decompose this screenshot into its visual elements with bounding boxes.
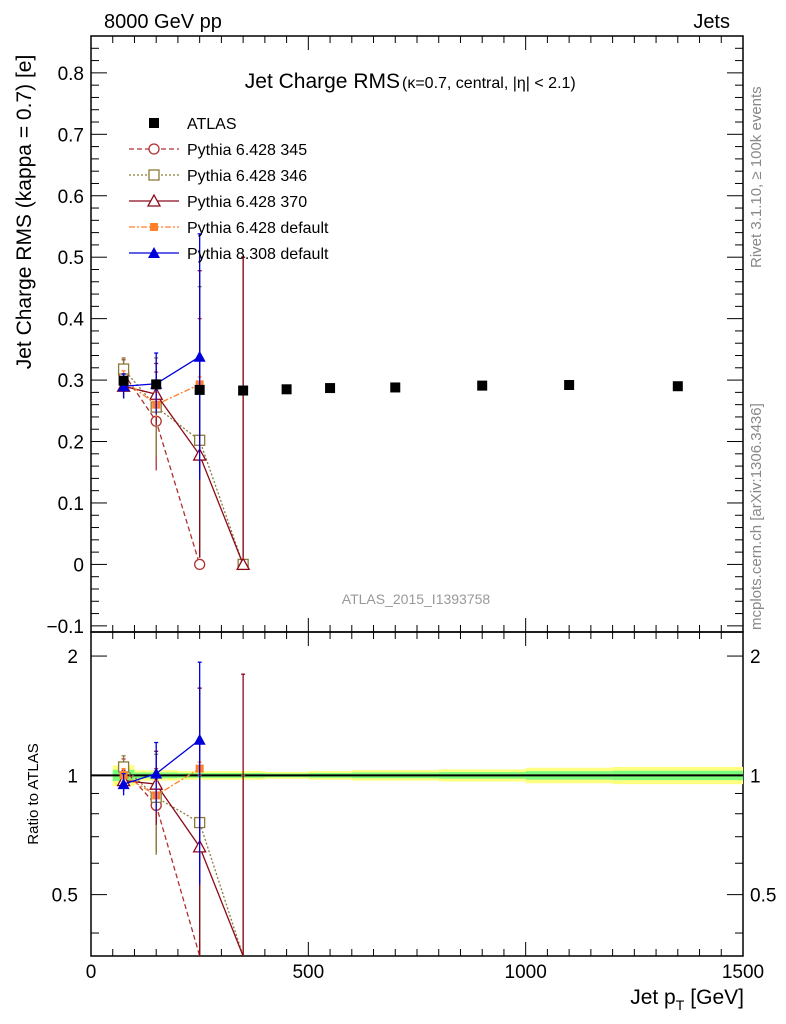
main-y-tick-label: 0.5 — [58, 248, 84, 269]
ratio-frame — [90, 631, 744, 957]
ratio-y-tick-label-right: 1 — [750, 766, 761, 787]
chart-title: Jet Charge RMS — [245, 70, 400, 93]
main-y-tick-labels: −0.1 0 0.1 0.2 0.3 0.4 0.5 0.6 0.7 0.8 — [46, 64, 84, 638]
energy-label: 8000 GeV pp — [104, 11, 222, 33]
x-tick-label: 0 — [86, 962, 97, 983]
atlas-data-point — [564, 379, 575, 390]
legend-entry-p6def: Pythia 6.428 default — [129, 220, 329, 237]
chart-subtitle: (κ=0.7, central, |η| < 2.1) — [402, 75, 576, 92]
analysis-id: ATLAS_2015_I1393758 — [342, 591, 491, 607]
main-y-tick-label: 0.1 — [58, 494, 84, 515]
main-panel: −0.1 0 0.1 0.2 0.3 0.4 0.5 0.6 0.7 0.8 Jet Charge… — [13, 35, 744, 638]
x-tick-label: 500 — [292, 962, 324, 983]
main-y-tick-label: 0.7 — [58, 125, 84, 146]
ratio-y-tick-label-right: 2 — [750, 647, 761, 668]
legend: ATLAS Pythia 6.428 345 Pythia 6.428 346 … — [129, 116, 329, 263]
main-point — [117, 380, 130, 392]
ratio-y-tick-label-left: 0.5 — [52, 886, 78, 907]
main-axis-ticks — [90, 35, 744, 632]
atlas-data-point — [118, 375, 129, 386]
ratio-y-axis-label: Ratio to ATLAS — [25, 743, 42, 844]
main-y-tick-label: 0.8 — [58, 64, 84, 85]
legend-entry-p370: Pythia 6.428 370 — [129, 193, 307, 211]
ratio-panel: 0.5 0.5 1 1 2 2 Ratio to ATLAS 0 500 1000 1500 J… — [25, 631, 777, 1013]
main-y-tick-label: 0 — [73, 555, 84, 576]
x-axis-label-sub: T — [676, 997, 685, 1013]
legend-label-p370: Pythia 6.428 370 — [187, 194, 307, 211]
rivet-label: Rivet 3.1.10, ≥ 100k events — [748, 86, 765, 268]
main-point — [193, 350, 206, 362]
x-tick-label: 1000 — [505, 962, 547, 983]
legend-marker-p346 — [148, 169, 160, 181]
ratio-axis-ticks — [90, 632, 744, 956]
legend-entry-p346: Pythia 6.428 346 — [129, 168, 307, 185]
atlas-data-point — [151, 379, 162, 390]
ratio-series-line — [123, 779, 244, 957]
legend-marker-p345 — [148, 143, 160, 155]
legend-entry-p345: Pythia 6.428 345 — [129, 142, 307, 159]
legend-label-p6def: Pythia 6.428 default — [187, 220, 329, 237]
atlas-data-point — [390, 382, 401, 393]
main-y-tick-label: 0.4 — [58, 310, 85, 331]
main-y-tick-label: −0.1 — [46, 617, 84, 638]
legend-entry-p8def: Pythia 8.308 default — [129, 246, 329, 263]
legend-marker-atlas — [149, 118, 159, 128]
atlas-data-point — [281, 384, 292, 395]
process-label: Jets — [693, 11, 730, 33]
main-y-tick-label: 0.3 — [58, 371, 84, 392]
x-tick-label: 1500 — [722, 962, 764, 983]
legend-label-atlas: ATLAS — [187, 116, 237, 133]
mcplots-label: mcplots.cern.ch [arXiv:1306.3436] — [748, 403, 765, 630]
atlas-data-point — [325, 383, 336, 394]
legend-label-p8def: Pythia 8.308 default — [187, 246, 329, 263]
main-y-tick-label: 0.6 — [58, 187, 84, 208]
ratio-series-line — [123, 766, 244, 957]
x-tick-labels: 0 500 1000 1500 — [86, 962, 764, 983]
main-data-layer — [116, 233, 683, 571]
main-y-axis-label: Jet Charge RMS (kappa = 0.7) [e] — [13, 55, 36, 370]
legend-label-p346: Pythia 6.428 346 — [187, 168, 307, 185]
main-point — [194, 558, 206, 571]
main-point — [236, 557, 251, 571]
x-axis-label-main: Jet p — [630, 986, 676, 1009]
legend-entry-atlas: ATLAS — [149, 116, 237, 133]
ratio-point — [193, 733, 206, 745]
atlas-data-point — [672, 381, 683, 392]
atlas-data-point — [194, 384, 205, 395]
legend-marker-p8def — [148, 247, 160, 258]
atlas-data-point — [238, 385, 249, 396]
ratio-data-layer — [116, 661, 246, 957]
x-axis-label-unit: [GeV] — [690, 986, 744, 1009]
legend-label-p345: Pythia 6.428 345 — [187, 142, 307, 159]
main-series-line — [123, 368, 244, 565]
legend-marker-p6def — [150, 223, 158, 231]
ratio-point — [117, 778, 130, 790]
ratio-point — [150, 767, 163, 779]
ratio-y-tick-labels: 0.5 0.5 1 1 2 2 — [52, 647, 777, 907]
atlas-data-point — [477, 380, 488, 391]
main-y-tick-label: 0.2 — [58, 433, 84, 454]
main-series-line — [123, 385, 244, 565]
ratio-y-tick-label-right: 0.5 — [750, 886, 776, 907]
ratio-y-tick-label-left: 1 — [67, 766, 78, 787]
x-axis-label: Jet pT [GeV] — [630, 986, 744, 1013]
legend-marker-p370 — [146, 193, 162, 207]
ratio-y-tick-label-left: 2 — [67, 647, 78, 668]
